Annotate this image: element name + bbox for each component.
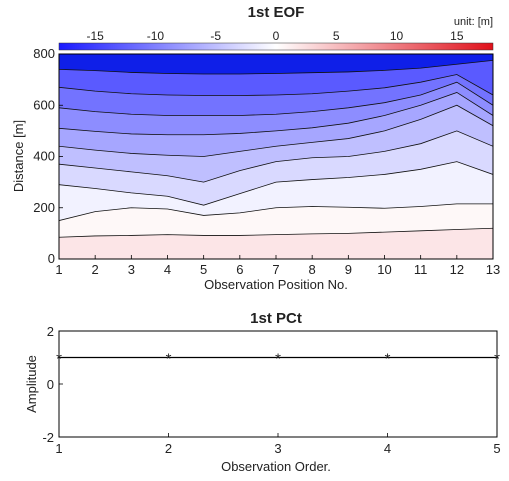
eof-x-tick-label: 13 bbox=[486, 262, 500, 277]
pct-point-marker: * bbox=[494, 351, 500, 368]
colorbar-tick-label: 5 bbox=[333, 29, 340, 43]
eof-xlabel: Observation Position No. bbox=[204, 277, 348, 292]
eof-title: 1st EOF bbox=[248, 4, 305, 21]
eof-x-tick-label: 7 bbox=[272, 262, 279, 277]
eof-x-tick-label: 9 bbox=[345, 262, 352, 277]
eof-contour-line bbox=[59, 60, 493, 75]
eof-contour-line bbox=[59, 74, 493, 96]
eof-y-ticks: 0 200 400 600 800 bbox=[33, 46, 63, 266]
eof-y-tick-label: 800 bbox=[33, 46, 55, 61]
eof-x-tick-label: 4 bbox=[164, 262, 171, 277]
colorbar-tick-label: 15 bbox=[450, 29, 464, 43]
eof-contour-fills bbox=[59, 60, 493, 259]
eof-contour-line bbox=[59, 104, 493, 157]
pct-ylabel: Amplitude bbox=[24, 355, 39, 413]
eof-ylabel: Distance [m] bbox=[11, 120, 26, 192]
colorbar-ticks: -15 -10 -5 0 5 10 15 bbox=[86, 29, 463, 43]
eof-x-tick-label: 12 bbox=[450, 262, 464, 277]
pct-y-tick-label: -2 bbox=[42, 430, 54, 445]
pct-point-marker: * bbox=[166, 351, 172, 368]
eof-x-tick-label: 5 bbox=[200, 262, 207, 277]
eof-y-tick-label: 200 bbox=[33, 200, 55, 215]
eof-contour-lines bbox=[59, 60, 493, 238]
colorbar-tick-label: -10 bbox=[147, 29, 165, 43]
pct-title: 1st PCt bbox=[250, 310, 302, 327]
pct-point-marker: * bbox=[56, 351, 62, 368]
pct-y-tick-label: 2 bbox=[47, 324, 54, 339]
eof-y-tick-label: 400 bbox=[33, 149, 55, 164]
colorbar bbox=[58, 42, 494, 51]
eof-contour-line bbox=[59, 161, 493, 206]
eof-unit-label: unit: [m] bbox=[454, 16, 493, 28]
pct-x-tick-label: 4 bbox=[384, 441, 391, 456]
pct-series: * * * * * bbox=[56, 351, 500, 368]
eof-x-tick-label: 10 bbox=[377, 262, 391, 277]
colorbar-tick-label: -5 bbox=[210, 29, 221, 43]
eof-x-tick-label: 11 bbox=[414, 262, 428, 277]
pct-y-ticks: -2 0 2 bbox=[42, 324, 63, 445]
colorbar-tick-label: 10 bbox=[390, 29, 404, 43]
eof-x-tick-label: 2 bbox=[92, 262, 99, 277]
pct-x-tick-label: 5 bbox=[493, 441, 500, 456]
eof-contour-line bbox=[59, 227, 493, 238]
eof-contour-line bbox=[59, 91, 493, 136]
pct-panel: 1st PCt 1 2 3 4 5 -2 0 2 * * * * * Observation Ord… bbox=[24, 310, 501, 474]
eof-y-tick-label: 600 bbox=[33, 97, 55, 112]
pct-x-tick-label: 2 bbox=[165, 441, 172, 456]
colorbar-tick-label: -15 bbox=[86, 29, 104, 43]
eof-x-tick-label: 6 bbox=[236, 262, 243, 277]
eof-contour-line bbox=[59, 203, 493, 221]
pct-axes-box bbox=[58, 330, 498, 438]
eof-x-tick-label: 3 bbox=[128, 262, 135, 277]
eof-y-tick-label: 0 bbox=[48, 251, 55, 266]
colorbar-tick-label: 0 bbox=[273, 29, 280, 43]
pct-x-tick-label: 3 bbox=[274, 441, 281, 456]
eof-x-ticks: 1 2 3 4 5 6 7 8 9 10 11 12 13 bbox=[55, 255, 500, 277]
pct-point-marker: * bbox=[385, 351, 391, 368]
eof-x-tick-label: 1 bbox=[55, 262, 62, 277]
pct-x-ticks: 1 2 3 4 5 bbox=[55, 433, 501, 456]
pct-x-tick-label: 1 bbox=[55, 441, 62, 456]
eof-x-tick-label: 8 bbox=[309, 262, 316, 277]
pct-xlabel: Observation Order. bbox=[221, 459, 331, 474]
eof-contour-line bbox=[59, 81, 493, 116]
pct-point-marker: * bbox=[275, 351, 281, 368]
eof-contour-fill bbox=[59, 228, 493, 259]
eof-contour-line bbox=[59, 130, 493, 183]
pct-y-tick-label: 0 bbox=[47, 377, 54, 392]
